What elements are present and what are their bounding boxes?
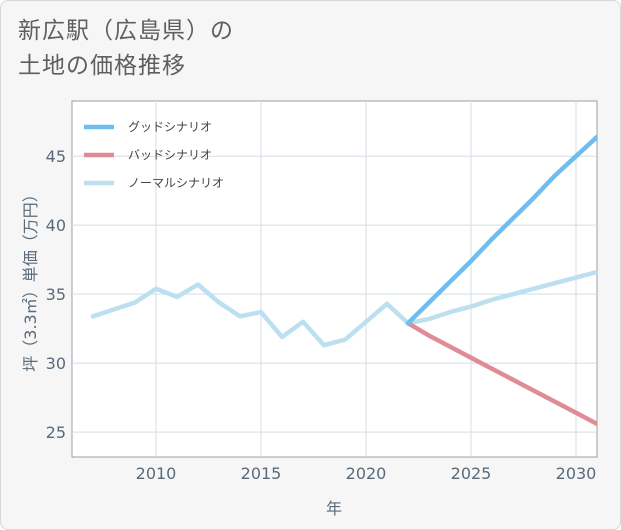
legend-label-1: バッドシナリオ (128, 148, 212, 162)
y-tick-label: 30 (46, 354, 66, 373)
y-tick-label: 35 (46, 285, 66, 304)
series-line-0 (405, 134, 597, 326)
x-axis-title: 年 (326, 499, 342, 518)
x-tick-label: 2030 (556, 464, 597, 483)
title-line-2: 土地の価格推移 (18, 53, 186, 79)
title-line-1: 新広駅（広島県）の (18, 18, 234, 44)
y-tick-labels: 25 30 35 40 45 (46, 147, 66, 442)
plot-area (71, 100, 598, 458)
y-tick-label: 45 (46, 147, 66, 166)
x-tick-labels: 2010 2015 2020 2025 2030 (136, 464, 597, 483)
legend-label-2: ノーマルシナリオ (128, 176, 224, 190)
series-group (90, 134, 597, 427)
x-tick-label: 2015 (241, 464, 282, 483)
chart-title: 新広駅（広島県）の 土地の価格推移 (18, 14, 234, 84)
y-tick-label: 25 (46, 423, 66, 442)
y-axis-title: 坪（3.3㎡）単価（万円） (21, 186, 40, 371)
x-tick-label: 2020 (346, 464, 387, 483)
y-tick-label: 40 (46, 216, 66, 235)
x-tick-label: 2010 (136, 464, 177, 483)
grid-lines (72, 101, 597, 457)
x-tick-label: 2025 (451, 464, 492, 483)
series-line-2 (90, 269, 597, 348)
series-line-1 (405, 320, 597, 427)
legend-label-0: グッドシナリオ (128, 120, 212, 134)
